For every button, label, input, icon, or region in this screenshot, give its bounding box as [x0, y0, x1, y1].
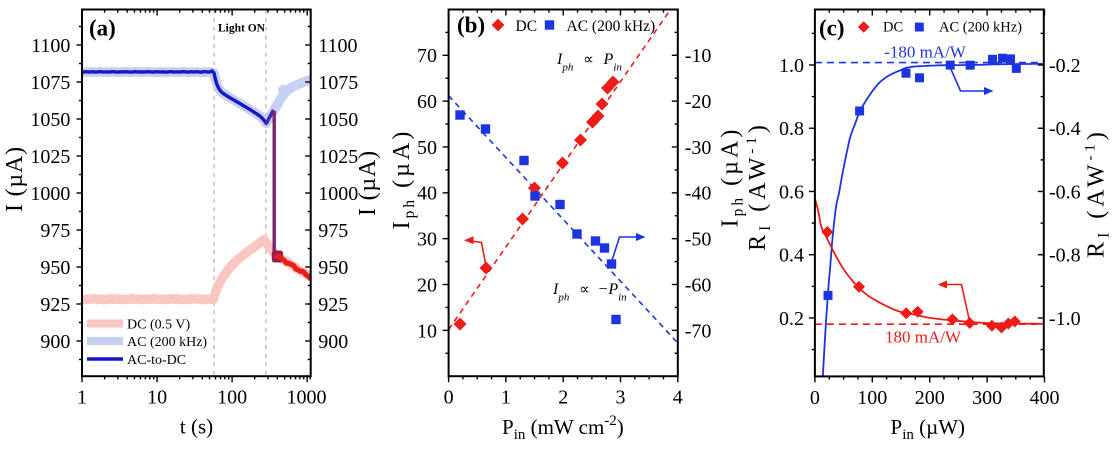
svg-text:AC (200 kHz): AC (200 kHz): [939, 20, 1022, 36]
svg-text:1050: 1050: [318, 109, 358, 131]
svg-text:-70: -70: [685, 320, 712, 342]
svg-text:(a): (a): [89, 16, 116, 41]
svg-text:Pin (µW): Pin (µW): [891, 415, 966, 443]
svg-text:-20: -20: [685, 91, 712, 113]
svg-text:(b): (b): [457, 13, 485, 38]
svg-text:925: 925: [318, 294, 348, 316]
svg-text:I (µA): I (µA): [355, 150, 381, 216]
svg-text:2: 2: [558, 387, 568, 409]
svg-text:0.4: 0.4: [779, 245, 804, 267]
svg-text:0.2: 0.2: [779, 308, 804, 330]
svg-text:20: 20: [417, 274, 437, 296]
svg-text:975: 975: [40, 220, 70, 242]
svg-text:t (s): t (s): [180, 415, 213, 439]
svg-text:300: 300: [972, 387, 1002, 409]
svg-text:-0.4: -0.4: [1049, 118, 1081, 140]
svg-text:60: 60: [417, 91, 437, 113]
svg-text:1050: 1050: [30, 109, 70, 131]
svg-text:950: 950: [40, 257, 70, 279]
svg-text:40: 40: [417, 183, 437, 205]
svg-text:DC: DC: [516, 18, 538, 35]
svg-text:1100: 1100: [318, 35, 357, 57]
svg-text:1: 1: [501, 387, 511, 409]
svg-text:1025: 1025: [30, 146, 70, 168]
svg-text:-180 mA/W: -180 mA/W: [884, 43, 967, 62]
svg-text:1100: 1100: [31, 35, 70, 57]
svg-text:1000: 1000: [30, 183, 70, 205]
svg-text:0.6: 0.6: [779, 181, 804, 203]
svg-text:50: 50: [417, 137, 437, 159]
svg-text:I (µA): I (µA): [2, 146, 28, 212]
svg-text:180 mA/W: 180 mA/W: [885, 328, 962, 347]
svg-text:0: 0: [444, 387, 454, 409]
svg-text:900: 900: [40, 331, 70, 353]
svg-text:(c): (c): [819, 16, 845, 41]
svg-text:1000: 1000: [287, 387, 327, 409]
svg-text:0: 0: [810, 387, 820, 409]
svg-text:100: 100: [857, 387, 887, 409]
svg-text:-1.0: -1.0: [1049, 308, 1081, 330]
svg-text:975: 975: [318, 220, 348, 242]
svg-text:4: 4: [673, 387, 683, 409]
svg-text:1075: 1075: [30, 72, 70, 94]
svg-text:1.0: 1.0: [779, 55, 804, 77]
svg-text:1025: 1025: [318, 146, 358, 168]
svg-text:10: 10: [417, 320, 437, 342]
svg-text:-60: -60: [685, 274, 712, 296]
svg-text:1000: 1000: [318, 183, 358, 205]
svg-text:AC (200 kHz): AC (200 kHz): [127, 335, 207, 350]
svg-text:DC: DC: [883, 20, 903, 36]
svg-text:900: 900: [318, 331, 348, 353]
svg-text:100: 100: [217, 387, 247, 409]
svg-text:400: 400: [1030, 387, 1060, 409]
svg-text:Light ON: Light ON: [218, 23, 266, 35]
svg-text:-40: -40: [685, 183, 712, 205]
svg-text:950: 950: [318, 257, 348, 279]
svg-text:-10: -10: [685, 45, 712, 67]
svg-text:-0.2: -0.2: [1049, 55, 1081, 77]
svg-text:200: 200: [915, 387, 945, 409]
svg-text:70: 70: [417, 45, 437, 67]
svg-text:-0.8: -0.8: [1049, 245, 1081, 267]
svg-text:1: 1: [77, 387, 87, 409]
svg-text:3: 3: [616, 387, 626, 409]
svg-text:Iph (µA): Iph (µA): [389, 129, 418, 230]
svg-text:AC-to-DC: AC-to-DC: [127, 353, 186, 368]
svg-text:30: 30: [417, 229, 437, 251]
svg-text:DC (0.5 V): DC (0.5 V): [127, 318, 190, 333]
svg-text:-50: -50: [685, 229, 712, 251]
svg-text:-0.6: -0.6: [1049, 181, 1081, 203]
svg-text:0.8: 0.8: [779, 118, 804, 140]
svg-text:1075: 1075: [318, 72, 358, 94]
svg-text:925: 925: [40, 294, 70, 316]
svg-text:-30: -30: [685, 137, 712, 159]
svg-text:AC (200 kHz): AC (200 kHz): [567, 18, 656, 35]
svg-text:10: 10: [147, 387, 167, 409]
